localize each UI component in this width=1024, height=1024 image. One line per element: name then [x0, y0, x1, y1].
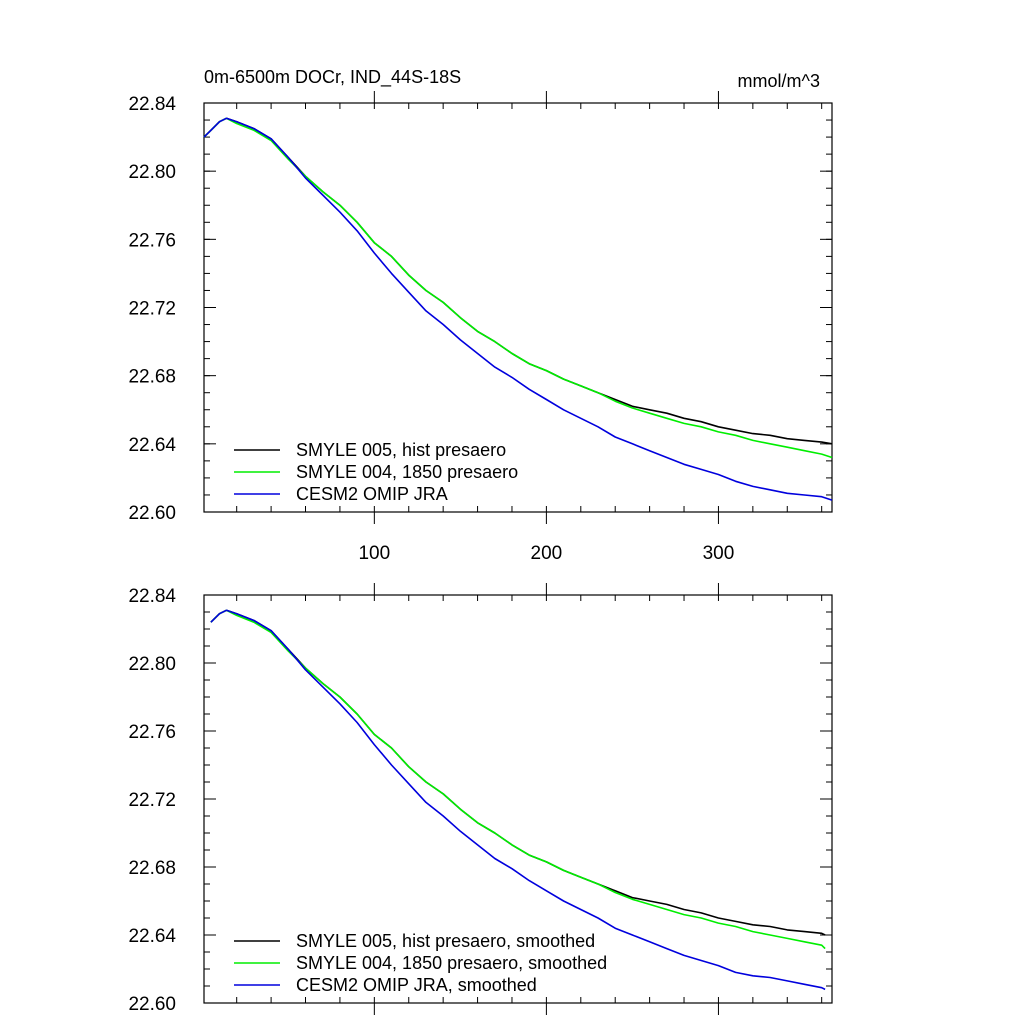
legend-label: CESM2 OMIP JRA, smoothed	[296, 975, 537, 995]
chart-title: 0m-6500m DOCr, IND_44S-18S	[204, 67, 461, 88]
legend-label: SMYLE 004, 1850 presaero	[296, 462, 518, 482]
y-tick-label: 22.72	[128, 790, 176, 811]
series-line-1	[203, 117, 833, 445]
y-tick-label: 22.76	[128, 722, 176, 743]
series-line-1	[210, 609, 826, 936]
y-tick-label: 22.64	[128, 435, 176, 456]
y-tick-label: 22.80	[128, 654, 176, 675]
series-line-3	[210, 609, 826, 991]
legend-label: SMYLE 005, hist presaero, smoothed	[296, 931, 595, 951]
series-line-2	[203, 117, 833, 459]
legend-label: SMYLE 004, 1850 presaero, smoothed	[296, 953, 607, 973]
y-tick-label: 22.84	[128, 586, 176, 607]
y-tick-label: 22.60	[128, 503, 176, 524]
y-tick-label: 22.64	[128, 926, 176, 947]
y-tick-label: 22.68	[128, 367, 176, 388]
y-tick-label: 22.60	[128, 994, 176, 1015]
series-line-3	[203, 117, 833, 501]
x-tick-label: 100	[358, 543, 390, 564]
legend-label: SMYLE 005, hist presaero	[296, 440, 506, 460]
y-tick-label: 22.68	[128, 858, 176, 879]
chart-units: mmol/m^3	[738, 71, 820, 91]
y-tick-label: 22.72	[128, 299, 176, 320]
legend-label: CESM2 OMIP JRA	[296, 484, 448, 504]
y-tick-label: 22.80	[128, 162, 176, 183]
x-tick-label: 200	[531, 543, 563, 564]
y-tick-label: 22.76	[128, 230, 176, 251]
series-line-2	[210, 609, 826, 950]
x-tick-label: 300	[703, 543, 735, 564]
y-tick-label: 22.84	[128, 94, 176, 115]
